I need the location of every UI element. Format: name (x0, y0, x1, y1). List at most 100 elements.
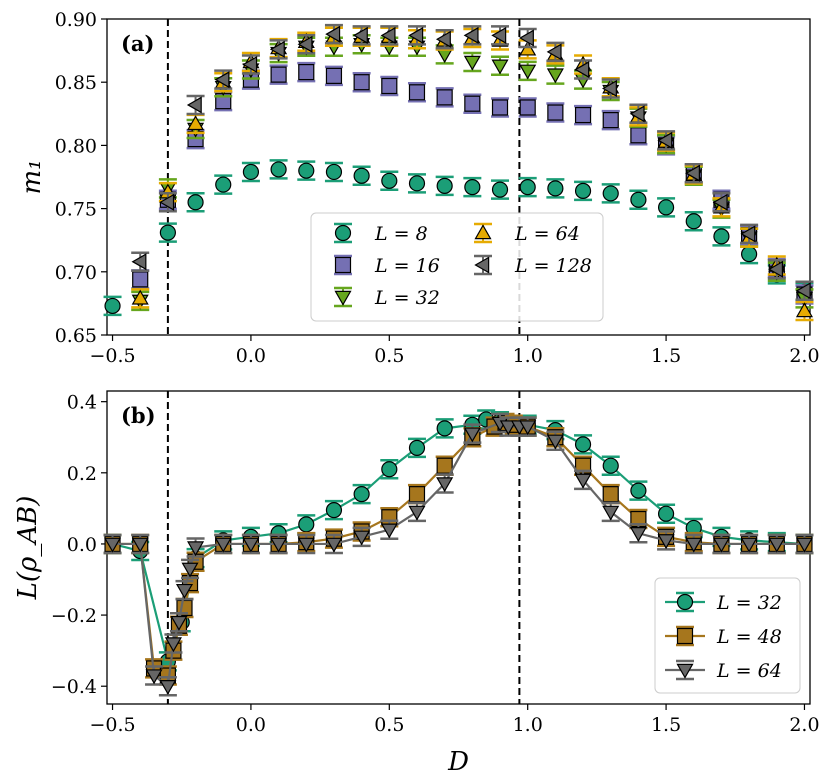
data-point (269, 40, 285, 58)
data-point (270, 537, 288, 553)
x-tick-label: 2.0 (789, 714, 819, 736)
data-point (795, 282, 811, 300)
data-point (519, 64, 537, 80)
legend: L = 32 L = 48 L = 64 (654, 577, 801, 694)
data-point (353, 74, 370, 91)
legend-label: L = 32 (716, 592, 782, 614)
data-point (381, 172, 398, 189)
y-tick-label: −0.4 (51, 676, 97, 698)
legend-label: L = 8 (374, 223, 428, 245)
data-point (104, 537, 122, 553)
data-point (546, 434, 564, 450)
data-point (325, 163, 343, 181)
data-point (170, 615, 188, 631)
data-point (131, 253, 147, 271)
data-point (795, 537, 813, 553)
data-point (325, 537, 343, 553)
data-point (602, 79, 617, 98)
data-point (104, 297, 121, 315)
data-point (685, 537, 703, 553)
x-tick-label: 1.5 (651, 345, 681, 367)
x-tick-label: 0.5 (374, 345, 404, 367)
data-point (325, 25, 341, 43)
legend-label: L = 128 (514, 255, 592, 277)
data-point (463, 427, 481, 443)
data-point (270, 161, 287, 178)
data-point (325, 67, 343, 84)
data-point (298, 516, 315, 533)
data-point (298, 162, 315, 179)
data-point (491, 99, 509, 116)
legend-marker (676, 627, 694, 645)
data-point (408, 84, 426, 101)
y-axis-label: L(ρ_AB) (13, 496, 43, 601)
data-point (187, 194, 204, 211)
data-point (740, 225, 756, 243)
y-tick-label: −0.2 (51, 605, 97, 627)
y-tick-label: 0.65 (55, 325, 97, 347)
legend-marker (334, 224, 352, 242)
data-point (629, 105, 645, 123)
data-point (519, 420, 537, 436)
y-tick-label: 0.85 (55, 72, 97, 94)
x-tick-label: −0.5 (89, 714, 135, 736)
y-tick-label: 0.80 (55, 135, 97, 157)
x-tick-label: 0.0 (236, 714, 266, 736)
panel-a: −0.5 0.0 0.5 1.0 1.5 2.0 0.65 0.70 0.75 0.80 0.85 0… (17, 9, 820, 367)
data-point (436, 477, 454, 493)
data-point (436, 420, 453, 437)
data-point (242, 163, 260, 181)
legend-label: L = 64 (716, 660, 782, 682)
data-point (574, 473, 592, 489)
data-point (131, 537, 149, 553)
x-tick-label: 1.5 (651, 714, 681, 736)
y-tick-label: 0.70 (55, 262, 97, 284)
data-point (353, 486, 370, 503)
data-point (518, 29, 534, 47)
data-point (187, 541, 205, 557)
data-point (464, 179, 481, 196)
data-point (270, 66, 287, 83)
legend-label: L = 48 (716, 626, 782, 648)
legend-marker (676, 593, 694, 611)
data-point (463, 55, 481, 71)
data-point (297, 35, 313, 53)
data-point (712, 537, 730, 553)
data-point (325, 502, 343, 519)
data-point (159, 679, 177, 695)
y-tick-label: 0.4 (67, 392, 97, 414)
data-point (242, 537, 260, 553)
legend-label: L = 32 (374, 287, 440, 309)
x-tick-label: −0.5 (89, 345, 135, 367)
data-point (353, 530, 371, 546)
data-point (181, 562, 199, 578)
legend-marker (334, 256, 352, 274)
legend-label: L = 64 (514, 223, 580, 245)
data-point (436, 457, 453, 474)
data-point (159, 224, 176, 241)
data-point (408, 175, 426, 192)
legend-marker (676, 663, 694, 679)
data-point (491, 59, 509, 75)
data-point (519, 40, 537, 56)
series-L8 (103, 159, 814, 317)
data-point (164, 637, 182, 653)
data-point (381, 461, 398, 478)
data-point (685, 213, 702, 230)
data-point (145, 669, 163, 685)
data-point (159, 193, 175, 211)
data-point (602, 457, 619, 474)
data-point (657, 505, 675, 522)
panel-label: (a) (121, 31, 154, 56)
data-point (464, 95, 481, 112)
x-tick-label: 1.0 (513, 714, 543, 736)
series-L128 (131, 23, 814, 302)
x-tick-label: 1.0 (513, 345, 543, 367)
legend-marker (474, 256, 490, 274)
data-point (491, 26, 507, 44)
legend-marker (474, 224, 492, 240)
data-point (491, 181, 509, 198)
data-point (630, 482, 647, 499)
y-tick-label: 0.0 (67, 534, 97, 556)
